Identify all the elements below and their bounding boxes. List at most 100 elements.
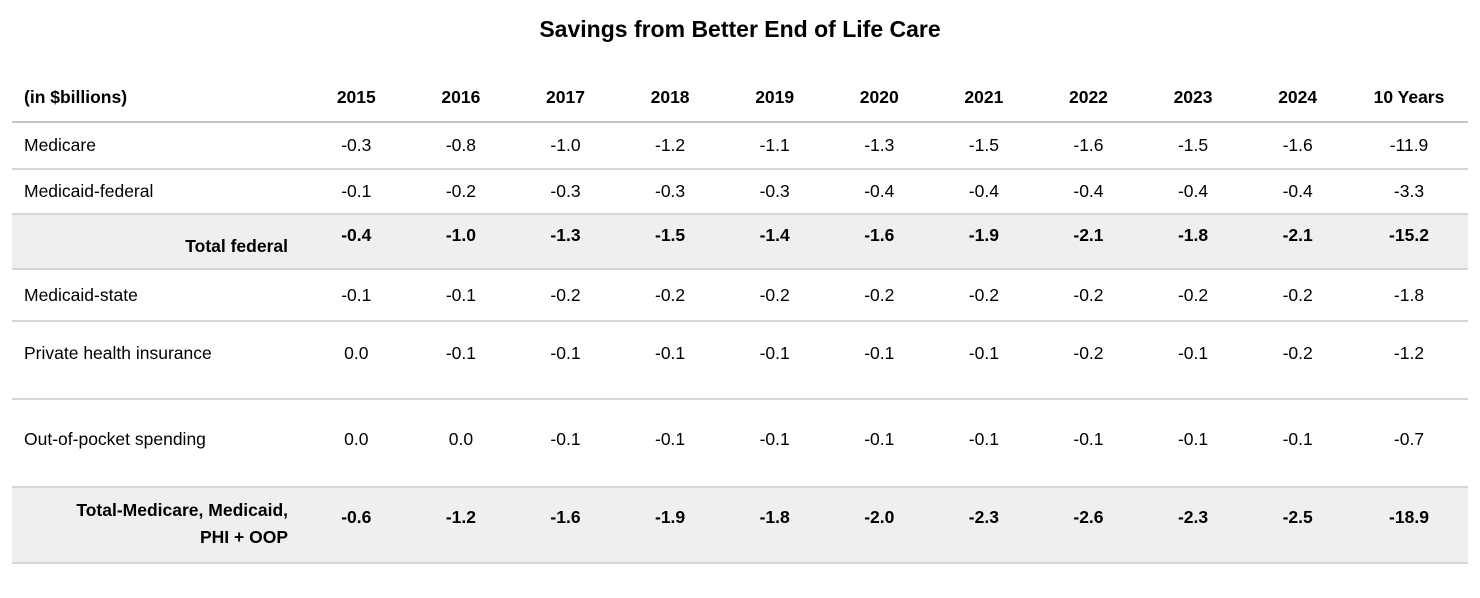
cell-value: -2.0 [826,486,932,564]
cell-value: -1.8 [1140,213,1246,269]
cell-value: -2.1 [1036,213,1141,269]
cell-value: -0.1 [408,320,514,399]
cell-value: -1.0 [408,213,514,269]
column-header: 2020 [826,43,932,123]
row-label: Private health insurance [12,320,304,399]
cell-value: -0.1 [826,320,932,399]
cell-value: 0.0 [304,320,409,399]
table-row: Total-Medicare, Medicaid, PHI + OOP -0.6-… [12,486,1468,564]
column-header: 2015 [304,43,409,123]
cell-value: -0.2 [1245,268,1350,321]
table-row: Private health insurance 0.0 -0.1 -0.1 -0.1-… [12,320,1468,399]
unit-label: (in $billions) [12,43,304,123]
cell-value: -1.6 [513,486,618,564]
cell-value: -11.9 [1389,135,1429,155]
cell-value: -0.2 [1245,320,1350,399]
cell-value: -0.8 [445,135,476,155]
cell-value: -0.4 [1245,168,1350,214]
cell-value: -0.2 [826,268,932,321]
cell-value: -1.2 [1350,320,1468,399]
cell-value: -0.6 [304,486,409,564]
cell-value: -1.5 [617,213,723,269]
cell-value: -0.4 [931,168,1037,214]
cell-value: -0.1 [931,320,1037,399]
cell-value: -3.3 [1350,168,1468,214]
cell-value: -0.1 [722,398,827,487]
cell-value: -1.4 [722,213,827,269]
table-row: Medicaid-state -0.1 -0.1 -0.2 -0.2 -0.2 -0.2 -0… [12,268,1468,321]
row-label: Medicaid-state [12,268,304,321]
column-header: 2016 [408,43,514,123]
cell-value: -0.1 [826,398,932,487]
column-header: 2022 [1036,43,1141,123]
table-header: (in $billions) 2015 2016 2017 2018 2019 2020 2… [12,43,1468,123]
row-label: Out-of-pocket spending [12,398,304,487]
cell-value: -0.3 [341,135,372,155]
cell-value: -0.1 [513,398,618,487]
cell-value: -2.1 [1245,213,1350,269]
cell-value: -0.1 [408,268,514,321]
column-header: 2017 [513,43,618,123]
cell-value: -0.4 [304,213,409,269]
report-page: Savings from Better End of Life Care (in… [0,16,1480,564]
cell-value: -0.3 [722,168,827,214]
cell-value: -0.1 [1036,398,1141,487]
cell-value: -0.1 [1245,398,1350,487]
cell-value: -0.4 [826,168,932,214]
table-row: Medicare -0.3 -0.8 -1.0 -1.2 -1.1 -1.3 -1.5 -1.6… [12,122,1468,169]
cell-value: -0.1 [513,320,618,399]
cell-value: -1.6 [826,213,932,269]
cell-value: -0.2 [1036,268,1141,321]
header-row: (in $billions) 2015 2016 2017 2018 2019 2020 2… [12,43,1468,123]
table-row: Total federal -0.4 -1.0 -1.3 -1.5 -1.4 -1.6 -1.… [12,213,1468,269]
cell-value: -0.2 [931,268,1037,321]
cell-value: -0.2 [408,168,514,214]
cell-value: -1.8 [722,486,827,564]
cell-value: -1.5 [1177,135,1209,155]
cell-value: -0.2 [513,268,618,321]
cell-value: -0.1 [931,398,1037,487]
cell-value: -1.2 [408,486,514,564]
cell-value: -1.6 [1282,135,1313,155]
row-label: Total-Medicare, Medicaid, PHI + OOP [12,486,304,564]
column-header: 2021 [931,43,1037,123]
cell-value: -0.2 [722,268,827,321]
cell-value: 0.0 [304,398,409,487]
cell-value: -1.9 [617,486,723,564]
cell-value: -0.2 [617,268,723,321]
page-title: Savings from Better End of Life Care [539,16,941,42]
cell-value: -0.2 [1140,268,1246,321]
cell-value: -0.4 [1036,168,1141,214]
cell-value: -0.1 [617,320,723,399]
table-row: Medicaid-federal -0.1 -0.2 -0.3 -0.3 -0.3 -0.4… [12,168,1468,214]
cell-value: -0.4 [1140,168,1246,214]
cell-value: -0.3 [617,168,723,214]
table-body: Medicare -0.3 -0.8 -1.0 -1.2 -1.1 -1.3 -1.5 -1.6… [12,122,1468,564]
cell-value: -0.7 [1350,398,1468,487]
cell-value: -0.2 [1036,320,1141,399]
column-header: 2024 [1245,43,1350,123]
cell-value: -1.3 [864,135,895,155]
cell-value: -0.1 [617,398,723,487]
savings-table: (in $billions) 2015 2016 2017 2018 2019 2020 2… [12,43,1468,564]
cell-value: -1.0 [550,135,581,155]
cell-value: -0.1 [722,320,827,399]
cell-value: -2.6 [1036,486,1141,564]
cell-value: -0.1 [1140,398,1246,487]
cell-value: 0.0 [408,398,514,487]
cell-value: -1.6 [1073,135,1104,155]
cell-value: -2.5 [1245,486,1350,564]
cell-value: -1.2 [655,135,686,155]
cell-value: -18.9 [1350,486,1468,564]
column-header: 2023 [1140,43,1246,123]
cell-value: -1.3 [513,213,618,269]
cell-value: -1.1 [759,135,790,155]
cell-value: -1.5 [968,135,999,155]
cell-value: -0.1 [304,168,409,214]
row-label: Total federal [12,213,304,269]
column-header: 10 Years [1350,43,1468,123]
cell-value: -1.8 [1350,268,1468,321]
cell-value: -0.1 [1140,320,1246,399]
cell-value: -0.1 [304,268,409,321]
column-header: 2019 [722,43,827,123]
